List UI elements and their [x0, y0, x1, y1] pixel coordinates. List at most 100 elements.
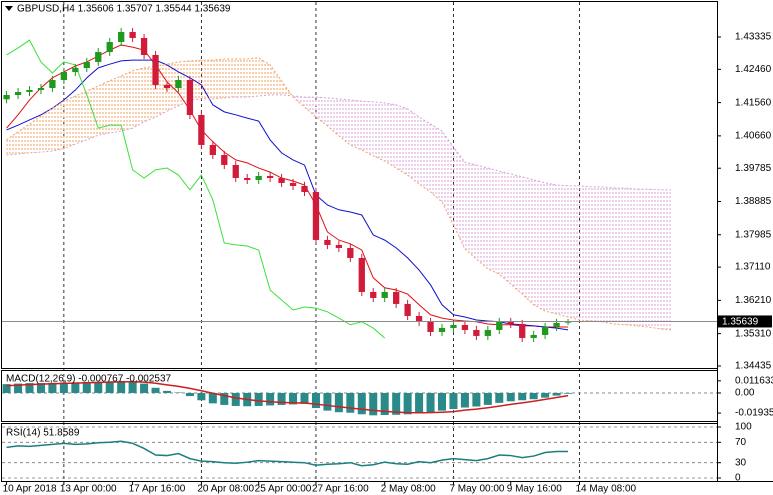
chart-title: GBPUSD,H4 1.35606 1.35707 1.35544 1.3563… [17, 4, 231, 15]
candle-body [278, 177, 285, 183]
x-tick-label: 13 Apr 00:00 [60, 484, 117, 495]
candle-body [198, 114, 205, 145]
y-tick-label: 1.37985 [735, 229, 772, 240]
candle-body [438, 327, 446, 332]
candle-body [461, 324, 469, 330]
macd-bar [117, 380, 126, 393]
cloud-fill [18, 124, 30, 154]
current-price-label: 1.35639 [722, 317, 759, 328]
macd-bar [128, 381, 137, 393]
y-tick-label: 70 [735, 437, 747, 448]
macd-bar [231, 392, 240, 406]
cloud-fill [338, 98, 351, 146]
candle-body [221, 154, 228, 165]
macd-bar [277, 392, 286, 405]
y-tick-label: 0 [735, 473, 741, 484]
macd-bar [323, 392, 332, 411]
candle-body [60, 72, 68, 80]
macd-bar [208, 392, 217, 404]
y-tick-label: 1.38885 [735, 196, 772, 207]
candle-body [530, 334, 537, 338]
macd-bar [140, 383, 149, 393]
cloud-fill [121, 70, 133, 132]
candle-body [473, 329, 480, 336]
macd-bar [162, 390, 172, 393]
x-tick-label: 9 May 16:00 [507, 484, 562, 495]
cloud-fill [476, 165, 488, 269]
candle-body [312, 191, 320, 240]
candle-body [496, 321, 503, 330]
cloud-fill [487, 168, 500, 275]
current-price-box [718, 315, 772, 328]
macd-bar [392, 392, 401, 415]
candle-body [553, 322, 560, 327]
candle-body [244, 177, 251, 180]
candle-body [347, 247, 354, 258]
indicator-line [6, 57, 672, 331]
macd-bar [564, 392, 573, 394]
candle-body [26, 90, 33, 93]
macd-bar [151, 387, 160, 393]
macd-bar [346, 392, 355, 413]
candle-body [232, 164, 239, 178]
macd-bar [426, 392, 435, 413]
y-tick-label: -0.01935 [735, 408, 773, 419]
cloud-fill [63, 95, 76, 149]
cloud-fill [29, 115, 41, 153]
cloud-fill [568, 185, 580, 320]
y-tick-label: 0.011633 [735, 376, 773, 387]
candle-body [209, 144, 216, 155]
cloud-fill [6, 131, 19, 156]
cloud-fill [430, 124, 442, 203]
macd-bar [460, 392, 469, 408]
candle-body [301, 185, 308, 192]
cloud-fill [235, 59, 248, 98]
cloud-fill [648, 189, 660, 329]
cloud-fill [270, 64, 282, 95]
x-tick-label: 20 Apr 08:00 [197, 484, 254, 495]
candle-body [83, 61, 90, 69]
cloud-fill [201, 60, 213, 99]
macd-bar [82, 382, 91, 393]
macd-bar [25, 383, 34, 393]
y-tick-label: 0.00 [735, 388, 755, 399]
x-tick-label: 17 Apr 16:00 [129, 484, 186, 495]
cloud-fill [132, 67, 145, 129]
x-tick-label: 7 May 00:00 [449, 484, 504, 495]
macd-bar [105, 381, 114, 393]
macd-bar [2, 384, 11, 393]
y-tick-label: 30 [735, 457, 747, 468]
macd-bar [437, 392, 447, 411]
y-tick-label: 1.42460 [735, 64, 772, 75]
cloud-fill [327, 97, 339, 136]
cloud-fill [109, 76, 122, 133]
y-tick-label: 1.36210 [735, 295, 772, 306]
cloud-fill [545, 182, 557, 315]
cloud-fill [98, 80, 110, 136]
cloud-fill [373, 101, 385, 162]
candle-body [289, 182, 297, 186]
macd-bar [483, 392, 492, 405]
cloud-fill [659, 189, 672, 330]
candle-body [140, 38, 148, 56]
candle-body [381, 291, 388, 298]
rsi-line [6, 440, 569, 467]
signal-line [6, 380, 569, 414]
macd-bar [174, 392, 183, 393]
candle-body [519, 323, 526, 338]
cloud-fill [613, 187, 626, 325]
cloud-fill [590, 186, 603, 322]
panel-title: MACD(12,26,9) -0.000767 -0.002537 [6, 374, 172, 385]
cloud-fill [419, 117, 431, 193]
candle-body [541, 326, 549, 335]
x-tick-label: 25 Apr 00:00 [255, 484, 312, 495]
candle-body [106, 41, 113, 53]
x-tick-label: 10 Apr 2018 [3, 484, 57, 495]
indicator-line [6, 59, 569, 331]
cloud-fill [212, 59, 225, 99]
candle-body [72, 68, 79, 73]
cloud-fill [258, 57, 271, 96]
cloud-fill [247, 57, 259, 98]
macd-bar [185, 392, 194, 397]
